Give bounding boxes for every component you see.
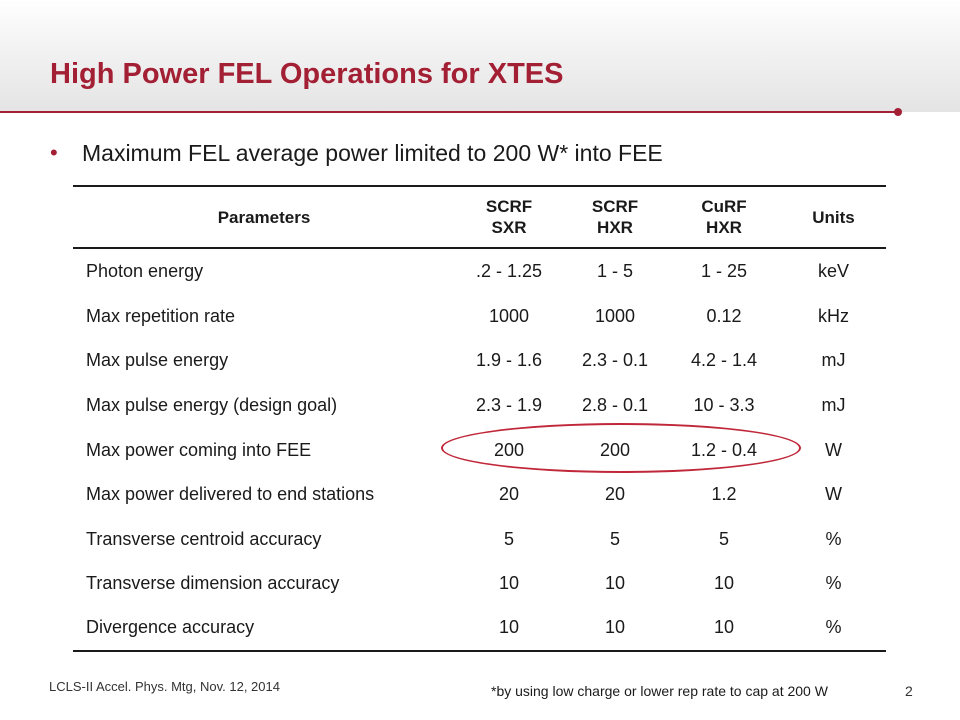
table-row-highlighted: Max power coming into FEE 200 200 1.2 - … xyxy=(73,428,886,473)
cell-scrf-sxr: 1000 xyxy=(488,305,530,326)
row-label: Transverse centroid accuracy xyxy=(86,528,322,549)
bullet-item: • Maximum FEL average power limited to 2… xyxy=(50,137,663,169)
table-row: Max power delivered to end stations 20 2… xyxy=(73,472,886,517)
row-label: Max power delivered to end stations xyxy=(86,484,375,505)
footnote: *by using low charge or lower rep rate t… xyxy=(491,683,828,699)
cell-units: W xyxy=(825,484,842,505)
row-label: Max pulse energy xyxy=(86,350,229,371)
cell-scrf-sxr: 1.9 - 1.6 xyxy=(475,350,543,371)
cell-curf-hxr: 0.12 xyxy=(706,305,742,326)
cell-scrf-hxr: 200 xyxy=(599,439,631,460)
cell-scrf-hxr: 1 - 5 xyxy=(596,261,634,281)
cell-curf-hxr: 10 - 3.3 xyxy=(693,394,755,415)
cell-scrf-sxr: 2.3 - 1.9 xyxy=(475,394,543,415)
cell-scrf-sxr: 200 xyxy=(493,439,525,460)
row-label: Max power coming into FEE xyxy=(86,439,312,460)
table-row: Max pulse energy 1.9 - 1.6 2.3 - 0.1 4.2… xyxy=(73,339,886,384)
cell-curf-hxr: 4.2 - 1.4 xyxy=(690,350,758,371)
table-row: Photon energy .2 - 1.25 1 - 5 1 - 25 keV xyxy=(73,248,886,294)
parameters-table: Parameters SCRF SXR SCRF HXR CuRF HXR Un… xyxy=(73,185,886,652)
cell-scrf-sxr: 10 xyxy=(455,606,563,652)
table-header-row: Parameters SCRF SXR SCRF HXR CuRF HXR Un… xyxy=(73,185,886,249)
cell-scrf-sxr: 5 xyxy=(503,528,514,549)
cell-scrf-hxr: 2.8 - 0.1 xyxy=(581,394,649,415)
header-parameters: Parameters xyxy=(73,185,455,249)
cell-scrf-sxr: 10 xyxy=(498,573,520,594)
footer-meeting-info: LCLS-II Accel. Phys. Mtg, Nov. 12, 2014 xyxy=(49,679,280,694)
cell-scrf-hxr: 10 xyxy=(563,606,667,652)
bullet-text: Maximum FEL average power limited to 200… xyxy=(82,139,663,166)
row-label: Divergence accuracy xyxy=(73,606,455,652)
cell-scrf-sxr: .2 - 1.25 xyxy=(475,261,543,281)
table-row: Max pulse energy (design goal) 2.3 - 1.9… xyxy=(73,383,886,428)
table-row: Max repetition rate 1000 1000 0.12 kHz xyxy=(73,294,886,339)
cell-units: mJ xyxy=(821,394,846,415)
cell-units: mJ xyxy=(821,350,846,371)
row-label: Max repetition rate xyxy=(86,305,236,326)
table-row: Transverse dimension accuracy 10 10 10 % xyxy=(73,562,886,607)
header-band xyxy=(0,0,960,112)
cell-curf-hxr: 10 xyxy=(667,606,781,652)
title-divider-dot xyxy=(894,108,902,116)
cell-scrf-hxr: 5 xyxy=(609,528,620,549)
cell-units: % xyxy=(781,606,886,652)
header-scrf-hxr: SCRF HXR xyxy=(563,185,667,249)
header-curf-hxr: CuRF HXR xyxy=(667,185,781,249)
row-label: Transverse dimension accuracy xyxy=(86,573,340,594)
table-row: Divergence accuracy 10 10 10 % xyxy=(73,606,886,652)
cell-scrf-hxr: 2.3 - 0.1 xyxy=(581,350,649,371)
cell-curf-hxr: 1 - 25 xyxy=(700,261,748,281)
header-units: Units xyxy=(781,185,886,249)
cell-units: % xyxy=(825,528,842,549)
row-label: Max pulse energy (design goal) xyxy=(86,394,338,415)
cell-scrf-sxr: 20 xyxy=(498,484,520,505)
cell-curf-hxr: 1.2 - 0.4 xyxy=(690,439,758,460)
slide-title: High Power FEL Operations for XTES xyxy=(50,58,564,90)
cell-scrf-hxr: 1000 xyxy=(594,305,636,326)
cell-units: keV xyxy=(817,261,850,281)
title-divider xyxy=(0,111,897,113)
cell-curf-hxr: 5 xyxy=(718,528,729,549)
bullet-icon: • xyxy=(50,140,58,165)
cell-units: % xyxy=(825,573,842,594)
row-label: Photon energy xyxy=(86,261,204,281)
cell-units: W xyxy=(825,439,842,460)
table-row: Transverse centroid accuracy 5 5 5 % xyxy=(73,517,886,562)
cell-scrf-hxr: 20 xyxy=(604,484,626,505)
cell-curf-hxr: 1.2 xyxy=(711,484,737,505)
page-number: 2 xyxy=(905,683,913,699)
cell-curf-hxr: 10 xyxy=(713,573,735,594)
cell-units: kHz xyxy=(818,305,849,326)
header-scrf-sxr: SCRF SXR xyxy=(455,185,563,249)
cell-scrf-hxr: 10 xyxy=(604,573,626,594)
